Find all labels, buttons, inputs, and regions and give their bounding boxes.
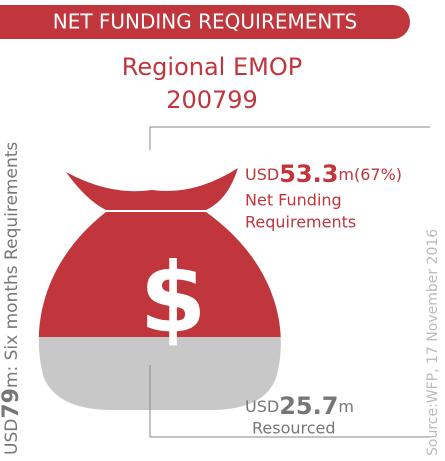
net-line1: Net Funding xyxy=(245,191,342,210)
bag-resourced-part xyxy=(38,337,281,410)
resourced-suffix: m xyxy=(338,397,354,416)
net-suffix: m(67%) xyxy=(338,165,402,184)
title-line2: 200799 xyxy=(166,86,258,114)
total-label: USD79m: Six months Requirements xyxy=(0,142,24,455)
resourced-connector xyxy=(149,365,430,438)
header-title: NET FUNDING REQUIREMENTS xyxy=(53,10,358,34)
total-text: m: Six months Requirements xyxy=(2,142,22,388)
dollar-sign: $ xyxy=(140,242,207,354)
resourced-amount: 25.7 xyxy=(279,392,338,420)
net-label: USD53.3m(67%) xyxy=(245,160,402,188)
total-amount: 79 xyxy=(0,388,24,419)
net-amount: 53.3 xyxy=(279,160,338,188)
resourced-label: Resourced xyxy=(252,419,336,438)
resourced-currency: USD xyxy=(245,397,279,416)
header-banner-edge xyxy=(0,5,30,39)
source-note: Source:WFP, 17 November 2016 xyxy=(425,229,441,456)
header-banner xyxy=(0,5,410,39)
net-connector xyxy=(149,126,430,150)
resourced-value: USD25.7m xyxy=(245,392,354,420)
total-currency: USD xyxy=(2,419,22,455)
net-line2: Requirements xyxy=(245,213,356,232)
title-line1: Regional EMOP xyxy=(122,53,302,81)
bag-top xyxy=(66,168,238,210)
net-currency: USD xyxy=(245,165,279,184)
